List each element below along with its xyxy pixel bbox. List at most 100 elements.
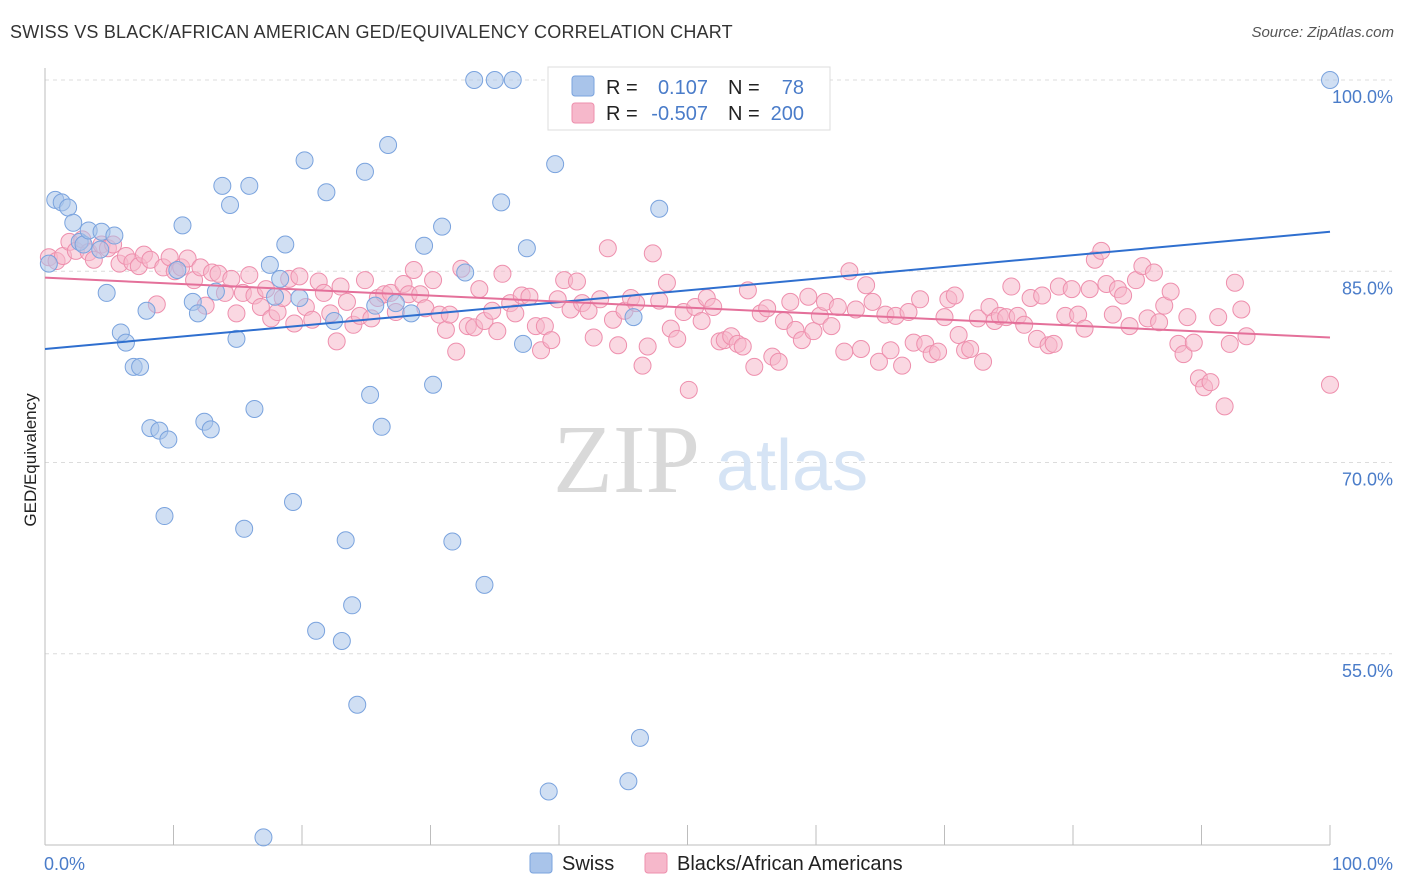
swiss-point (97, 283, 116, 302)
blacks-point (1161, 282, 1180, 301)
blacks-point (1002, 277, 1021, 296)
blacks-point (1237, 327, 1256, 346)
blacks-point (822, 317, 841, 336)
y-axis-title: GED/Equivalency (21, 393, 40, 527)
swiss-point (206, 282, 225, 301)
blacks-point (828, 297, 847, 316)
swiss-r-label: R = (606, 77, 638, 99)
swiss-point (465, 71, 484, 89)
blacks-point (1015, 315, 1034, 334)
gridlines (45, 79, 1392, 655)
y-tick-label: 55.0% (1342, 661, 1393, 681)
swiss-trend-line (44, 230, 1331, 351)
swiss-point (433, 217, 452, 236)
blacks-r-label: R = (606, 103, 638, 125)
blacks-point (1114, 286, 1133, 305)
blacks-point (945, 286, 964, 305)
swiss-point (64, 213, 83, 232)
blacks-point (440, 305, 459, 324)
swiss-point (336, 531, 355, 550)
blacks-point (1092, 241, 1111, 260)
swiss-point (213, 176, 232, 195)
swiss-n-value: 78 (782, 77, 804, 99)
swiss-legend-swatch (571, 75, 595, 97)
tick-labels: 55.0% 70.0% 85.0% 100.0% 0.0% 100.0% (44, 87, 1393, 874)
blacks-point (327, 332, 346, 351)
swiss-point (517, 239, 536, 258)
swiss-point (443, 532, 462, 551)
swiss-point (290, 289, 309, 308)
swiss-point (260, 255, 279, 274)
blacks-n-label: N = (728, 103, 760, 125)
blacks-point (893, 356, 912, 375)
blacks-point (1144, 263, 1163, 282)
blacks-point (227, 304, 246, 323)
swiss-point (284, 493, 303, 512)
blacks-point (643, 244, 662, 263)
blacks-point (493, 264, 512, 283)
blacks-point (436, 320, 455, 339)
swiss-point (492, 193, 511, 212)
blacks-point (929, 342, 948, 361)
swiss-point (539, 782, 558, 801)
blacks-point (1184, 333, 1203, 352)
blacks-point (1178, 308, 1197, 327)
blacks-point (745, 357, 764, 376)
blacks-point (542, 331, 561, 350)
swiss-point (159, 430, 178, 449)
swiss-point (348, 695, 367, 714)
trend-lines (44, 230, 1331, 351)
blacks-trend-line (44, 276, 1331, 339)
chart-title: SWISS VS BLACK/AFRICAN AMERICAN GED/EQUI… (10, 22, 733, 42)
swiss-point (254, 828, 273, 847)
swiss-point (235, 519, 254, 538)
blacks-point (863, 292, 882, 311)
blacks-point (314, 283, 333, 302)
blacks-point (974, 352, 993, 371)
swiss-point (317, 183, 336, 202)
blacks-point (337, 292, 356, 311)
blacks-point (1033, 286, 1052, 305)
blacks-point (1232, 300, 1251, 319)
blacks-point (857, 276, 876, 295)
swiss-point (485, 71, 504, 89)
blacks-point (1080, 280, 1099, 299)
swiss-point (245, 399, 264, 418)
blacks-point (851, 340, 870, 359)
swiss-point (266, 287, 285, 306)
blacks-point (899, 303, 918, 322)
legend-label-blacks: Blacks/African Americans (677, 853, 903, 875)
blacks-point (240, 266, 259, 285)
swiss-point (402, 304, 421, 323)
blacks-point (869, 352, 888, 371)
blacks-point (668, 329, 687, 348)
legend-label-swiss: Swiss (562, 853, 614, 875)
swiss-point (361, 385, 380, 404)
swiss-point (372, 417, 391, 436)
blacks-point (638, 337, 657, 356)
swiss-point (366, 296, 385, 315)
swiss-point (355, 162, 374, 181)
watermark-zip: ZIP (553, 406, 700, 514)
blacks-point (1225, 273, 1244, 292)
swiss-point (630, 728, 649, 747)
swiss-n-label: N = (728, 77, 760, 99)
legend-swatch-blacks (644, 852, 668, 874)
swiss-point (1321, 71, 1339, 89)
swiss-point (105, 226, 124, 245)
blacks-point (447, 342, 466, 361)
series-legend: Swiss Blacks/African Americans (529, 852, 903, 875)
swiss-point (514, 334, 533, 353)
blacks-point (846, 300, 865, 319)
swiss-point (386, 294, 405, 313)
swiss-point (276, 235, 295, 254)
blacks-point (804, 322, 823, 341)
swiss-point (131, 357, 150, 376)
series-swiss-points (39, 71, 1339, 847)
swiss-point (415, 236, 434, 255)
blacks-point (733, 337, 752, 356)
y-tick-label: 70.0% (1342, 470, 1393, 490)
swiss-point (201, 420, 220, 439)
swiss-point (137, 301, 156, 320)
blacks-point (470, 280, 489, 299)
